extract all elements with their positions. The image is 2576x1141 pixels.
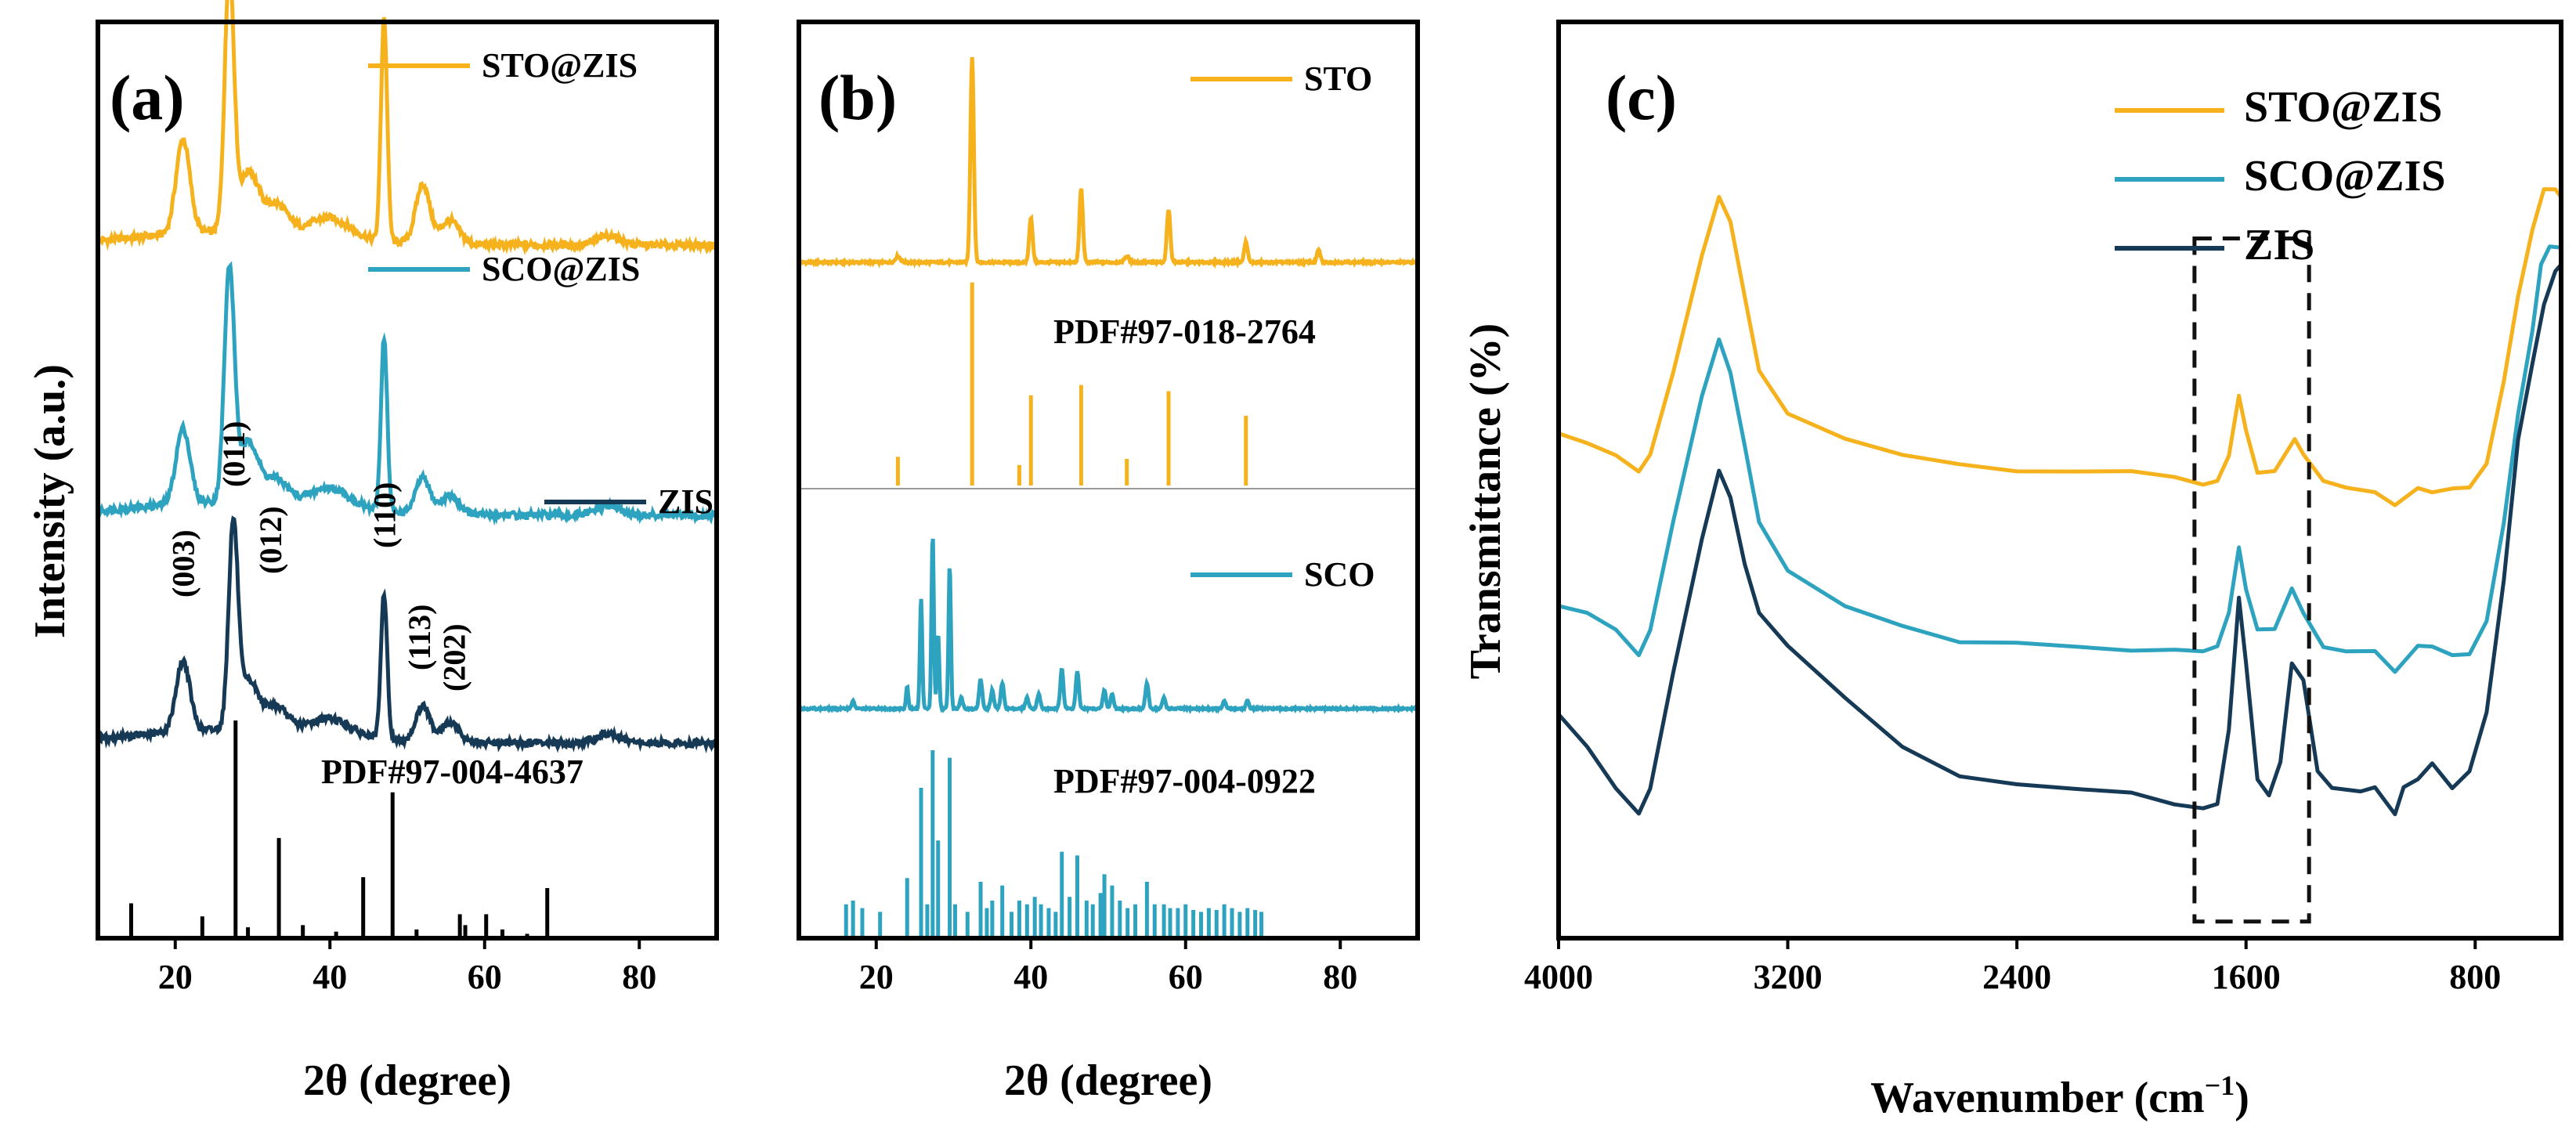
c-legend-label: ZIS (2244, 221, 2314, 269)
panel-a: Intensity (a.u.) (a) PDF#97-004-4637 STO… (26, 0, 719, 1105)
b-series-sto (797, 56, 1419, 269)
a-y-axis-label: Intensity (a.u.) (26, 364, 74, 638)
c-x-axis-label: Wavenumber (cm−1) (1870, 1070, 2249, 1122)
b-x-tick-label: 40 (1013, 958, 1048, 996)
a-legend-label: ZIS (658, 482, 714, 521)
c-series-zis (1557, 263, 2563, 817)
b-x-axis-label: 2θ (degree) (1004, 1056, 1212, 1105)
c-highlight-box (2192, 237, 2311, 924)
a-x-axis-label: 2θ (degree) (303, 1056, 511, 1105)
a-ref-label: PDF#97-004-4637 (321, 753, 583, 791)
a-series-sto-at-zis (96, 0, 719, 256)
c-legend-label: SCO@ZIS (2244, 152, 2446, 200)
b-series-sco (798, 538, 1420, 715)
a-x-tick-label: 20 (158, 958, 193, 996)
b-panel-label: (b) (818, 62, 897, 133)
a-series-sco-at-zis (96, 261, 719, 526)
a-panel-label: (a) (110, 62, 185, 133)
c-series-sto-at-zis (1558, 187, 2563, 507)
panel-b: (b) PDF#97-018-2764 PDF#97-004-0922 STO SC… (797, 20, 1420, 1105)
c-panel-label: (c) (1606, 62, 1677, 133)
a-legend-label: STO@ZIS (482, 46, 638, 85)
b-x-tick-label: 20 (859, 958, 894, 996)
c-y-axis-label: Transmittance (%) (1461, 323, 1510, 680)
a-peak-label: (003) (166, 529, 201, 598)
b-legend-label: SCO (1304, 555, 1375, 594)
b-x-tick-label: 60 (1169, 958, 1203, 996)
c-x-tick-label: 1600 (2212, 958, 2281, 996)
a-x-tick-label: 40 (313, 958, 347, 996)
a-peak-label: (110) (367, 482, 402, 548)
c-x-tick-label: 800 (2449, 958, 2501, 996)
a-peak-label: (202) (436, 623, 471, 691)
c-x-tick-label: 2400 (1982, 958, 2051, 996)
a-peak-label: (011) (216, 421, 251, 487)
c-plot-frame (1556, 20, 2563, 941)
c-series-sco-at-zis (1558, 244, 2562, 674)
a-plot-frame (96, 20, 719, 941)
a-legend-label: SCO@ZIS (482, 250, 640, 288)
a-x-tick-label: 60 (468, 958, 502, 996)
a-series-zis (96, 515, 719, 754)
c-legend-label: STO@ZIS (2244, 83, 2442, 132)
b-x-tick-label: 80 (1323, 958, 1357, 996)
b-ref-label-sco: PDF#97-004-0922 (1053, 762, 1316, 800)
a-peak-label: (113) (402, 605, 437, 670)
c-x-axis-label-end: ) (2235, 1074, 2249, 1122)
c-x-axis-label-sup: −1 (2205, 1070, 2235, 1101)
b-plot-frame (797, 20, 1420, 941)
c-x-axis-label-main: Wavenumber (cm (1870, 1074, 2205, 1122)
c-x-tick-label: 4000 (1524, 958, 1593, 996)
a-peak-label: (012) (253, 506, 288, 574)
a-x-tick-label: 80 (622, 958, 656, 996)
c-x-tick-label: 3200 (1754, 958, 1823, 996)
b-ref-label-sto: PDF#97-018-2764 (1053, 312, 1316, 351)
b-legend-label: STO (1304, 60, 1372, 98)
panel-c: Transmittance (%) (c) STO@ZISSCO@ZISZIS … (1461, 20, 2563, 1122)
